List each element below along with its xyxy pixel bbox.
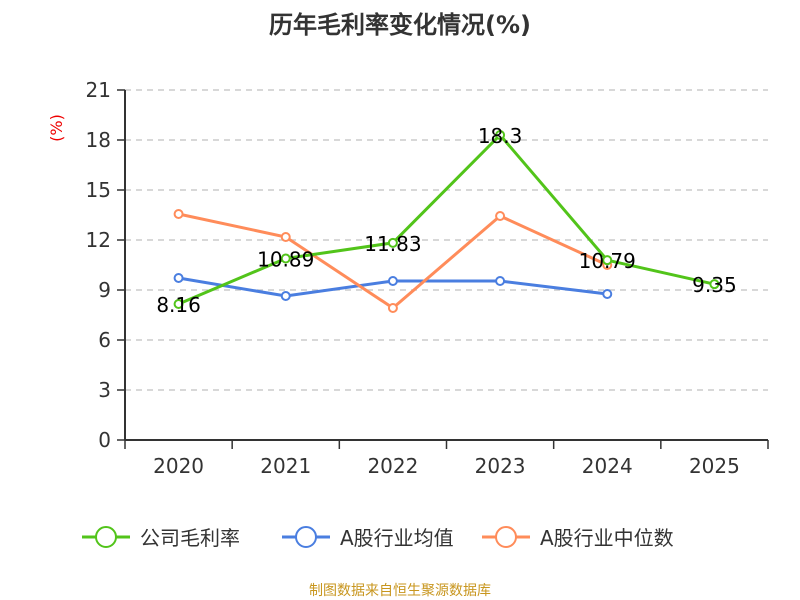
legend-label: A股行业中位数 — [540, 526, 674, 550]
data-point — [709, 279, 720, 290]
data-point — [280, 253, 291, 264]
x-tick-label: 2023 — [475, 454, 526, 478]
data-label: 8.16 — [156, 293, 201, 317]
chart-title: 历年毛利率变化情况(%) — [269, 11, 531, 39]
data-point — [173, 299, 184, 309]
data-label: 11.83 — [364, 232, 421, 256]
y-tick-label: 12 — [86, 228, 111, 252]
data-label: 18.3 — [478, 124, 523, 148]
y-tick-label: 9 — [98, 278, 111, 302]
legend-marker — [295, 526, 317, 548]
data-point — [280, 232, 291, 242]
y-tick-label: 0 — [98, 428, 111, 452]
y-tick-label: 15 — [86, 178, 111, 202]
y-tick-label: 6 — [98, 328, 111, 352]
data-label: 9.35 — [692, 273, 737, 297]
y-axis-label: (%) — [47, 114, 66, 142]
data-point — [602, 255, 613, 266]
data-point — [387, 276, 398, 286]
y-tick-label: 21 — [86, 78, 111, 102]
data-point — [387, 303, 398, 313]
x-tick-label: 2021 — [260, 454, 311, 478]
data-label: 10.79 — [579, 249, 636, 273]
data-point — [495, 130, 506, 140]
data-point — [173, 209, 184, 219]
legend-label: 公司毛利率 — [140, 526, 240, 550]
x-tick-label: 2024 — [582, 454, 633, 478]
data-point — [173, 273, 184, 283]
series-line — [178, 212, 608, 310]
data-point — [495, 276, 506, 286]
data-point — [495, 211, 506, 221]
data-point — [602, 289, 613, 299]
legend-marker — [495, 526, 517, 548]
y-tick-label: 18 — [86, 128, 111, 152]
source-footer: 制图数据来自恒生聚源数据库 — [309, 583, 491, 599]
series-line — [177, 132, 715, 306]
legend-marker — [95, 526, 117, 548]
y-tick-label: 3 — [98, 378, 111, 402]
data-label: 10.89 — [257, 248, 314, 272]
x-tick-label: 2025 — [689, 454, 740, 478]
data-point — [387, 237, 398, 248]
x-tick-label: 2020 — [153, 454, 204, 478]
x-tick-label: 2022 — [367, 454, 418, 478]
legend-label: A股行业均值 — [340, 526, 454, 550]
data-point — [280, 291, 291, 301]
